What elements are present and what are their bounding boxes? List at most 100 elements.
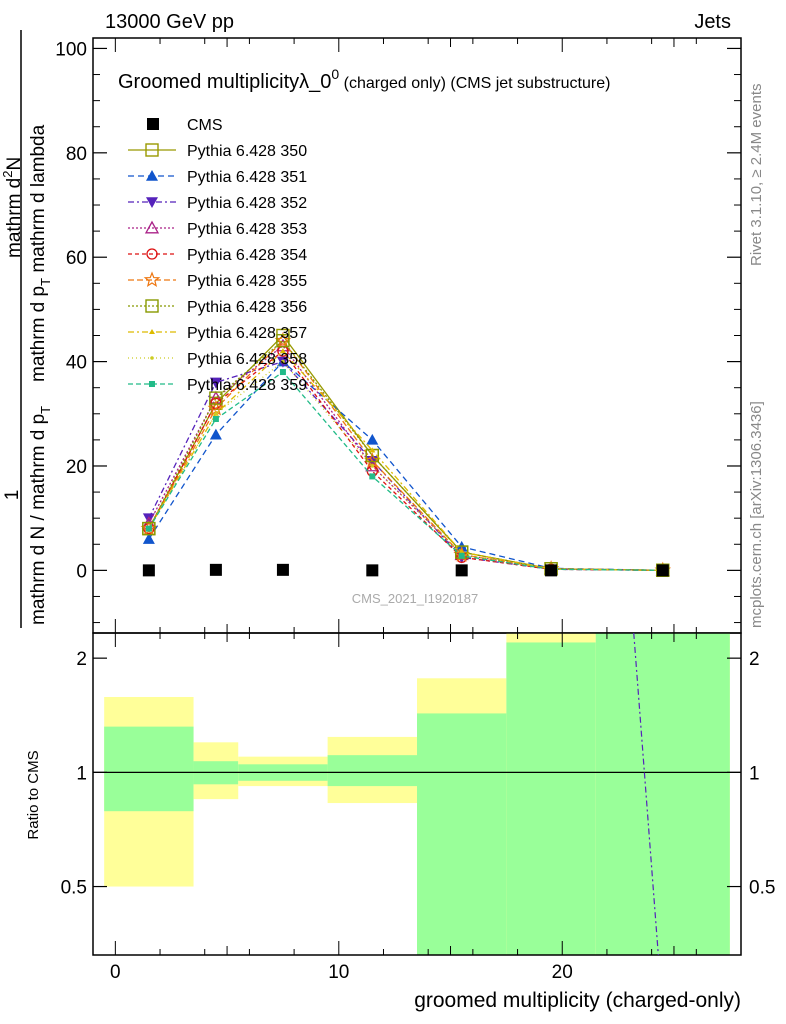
main-ytick-label-4: 80 (66, 144, 87, 165)
legend-label-4: Pythia 6.428 354 (187, 247, 307, 264)
main-ylabel: 1 mathrm d N / mathrm d pT mathrm d pT m… (0, 30, 53, 628)
ylabel-denominator-sub: T (38, 406, 53, 414)
series-line-6 (148, 339, 663, 571)
series-point-7-3 (369, 447, 376, 453)
cms-data-point-6 (656, 564, 669, 577)
main-ytick-label-3: 60 (66, 248, 87, 269)
legend-marker-3 (144, 220, 160, 234)
cms-data-point-5 (545, 564, 558, 577)
legend-marker-4 (146, 248, 158, 260)
header-right: Jets (694, 11, 731, 33)
legend-label-2: Pythia 6.428 352 (187, 195, 307, 212)
series-point-4-0 (143, 522, 155, 535)
x-axis-label: groomed multiplicity (charged-only) (414, 989, 741, 1012)
rivet-label: Rivet 3.1.10, ≥ 2.4M events (748, 84, 765, 267)
analysis-watermark: CMS_2021_I1920187 (352, 591, 479, 606)
ylabel-numerator: mathrm d pT mathrm d lambda (28, 124, 53, 382)
ylabel-denominator-text: mathrm d N / mathrm d p (28, 414, 49, 625)
legend-marker-5 (143, 271, 161, 288)
ratio-ytick-label-left-2: 2 (76, 649, 87, 670)
series-point-5-3 (364, 452, 381, 468)
mcplots-label: mcplots.cern.ch [arXiv:1306.3436] (748, 401, 765, 628)
ratio-xtick-label-2: 20 (552, 962, 573, 983)
legend-label-9: Pythia 6.428 359 (187, 377, 307, 394)
legend-marker-9 (149, 381, 155, 387)
ratio-green-band-4 (417, 713, 507, 955)
series-point-8-1 (214, 411, 218, 416)
series-point-9-0 (145, 525, 152, 532)
series-point-9-4 (458, 552, 465, 559)
legend-label-3: Pythia 6.428 353 (187, 221, 307, 238)
ylabel-numerator-sup: 2 (0, 171, 15, 178)
legend-label-0: Pythia 6.428 350 (187, 143, 307, 160)
series-line-9 (148, 371, 663, 571)
ratio-xtick-label-1: 10 (328, 962, 349, 983)
cms-data-point-0 (142, 564, 155, 577)
plot-title: Groomed multiplicityλ_00 (charged only) … (118, 66, 610, 93)
cms-data-point-3 (366, 564, 379, 577)
ylabel-numerator-n: N (4, 157, 25, 171)
legend-marker-6 (145, 299, 159, 313)
ratio-ytick-label-right-0: 0.5 (749, 878, 775, 899)
series-point-8-3 (370, 464, 375, 468)
series-point-9-2 (279, 369, 286, 376)
main-plot-layer: 0 20 40 60 80 100 (55, 38, 741, 633)
plot-title-main: Groomed multiplicity (118, 71, 299, 93)
series-point-7-2 (279, 348, 286, 354)
series-point-6-0 (142, 521, 156, 536)
legend-marker-0 (145, 143, 159, 157)
ratio-ytick-label-right-2: 2 (749, 649, 760, 670)
ylabel-numerator-upper: mathrm d (4, 178, 25, 258)
plot-title-lambda: λ_0 (299, 71, 331, 93)
ratio-ylabel: Ratio to CMS (25, 750, 42, 839)
ratio-frame (92, 632, 742, 956)
ratio-xtick-label-0: 0 (110, 962, 121, 983)
legend-marker-8 (150, 356, 154, 360)
legend-label-cms: CMS (187, 117, 223, 134)
ratio-bands (104, 633, 730, 955)
main-ytick-label-0: 0 (76, 561, 87, 582)
series-line-5 (148, 339, 663, 571)
legend: CMS Pythia 6.428 350 Pythia 6.428 351 Pythi… (128, 117, 307, 394)
series-point-6-2 (276, 334, 290, 348)
series-point-8-2 (281, 359, 285, 364)
ratio-green-band-3 (327, 755, 417, 787)
series-point-6-1 (209, 391, 223, 405)
ratio-green-band-6 (595, 633, 730, 955)
series-point-1-1 (209, 428, 222, 440)
main-ytick-label-5: 100 (55, 39, 87, 60)
ratio-ytick-label-left-1: 1 (76, 763, 87, 784)
header-left: 13000 GeV pp (105, 11, 234, 33)
series-point-5-2 (274, 332, 292, 348)
main-ytick-label-1: 20 (66, 457, 87, 478)
ylabel-one: 1 (2, 490, 23, 501)
ratio-green-band-0 (104, 726, 194, 812)
legend-marker-2 (146, 197, 158, 208)
plot-title-sup: 0 (331, 66, 339, 82)
ratio-series-line (633, 632, 659, 956)
ratio-ytick-label-right-1: 1 (749, 763, 760, 784)
legend-label-8: Pythia 6.428 358 (187, 351, 307, 368)
ylabel-numerator-top: mathrm d2N (0, 157, 25, 258)
ylabel-numerator-sub: T (38, 278, 53, 286)
series-point-2-1 (209, 377, 222, 389)
legend-label-6: Pythia 6.428 356 (187, 299, 307, 316)
cms-data-point-2 (276, 563, 289, 576)
cms-data-point-4 (455, 564, 468, 577)
series-point-2-0 (142, 513, 155, 525)
main-ytick-label-2: 40 (66, 353, 87, 374)
ylabel-numerator-rest: mathrm d lambda (28, 124, 49, 278)
legend-label-1: Pythia 6.428 351 (187, 169, 307, 186)
ratio-green-band-5 (506, 642, 596, 955)
legend-marker-cms (147, 118, 159, 130)
plot-title-tail: (charged only) (CMS jet substructure) (339, 75, 610, 92)
series-point-9-3 (369, 473, 376, 480)
legend-label-5: Pythia 6.428 355 (187, 273, 307, 290)
ylabel-numerator-lower: mathrm d p (28, 286, 49, 382)
series-point-1-0 (142, 533, 155, 544)
series-point-1-3 (366, 433, 379, 445)
ratio-plot-layer: 0.5 0.51 12 20 10 20 (61, 632, 775, 983)
legend-label-7: Pythia 6.428 357 (187, 325, 307, 342)
series-point-9-1 (212, 416, 219, 423)
